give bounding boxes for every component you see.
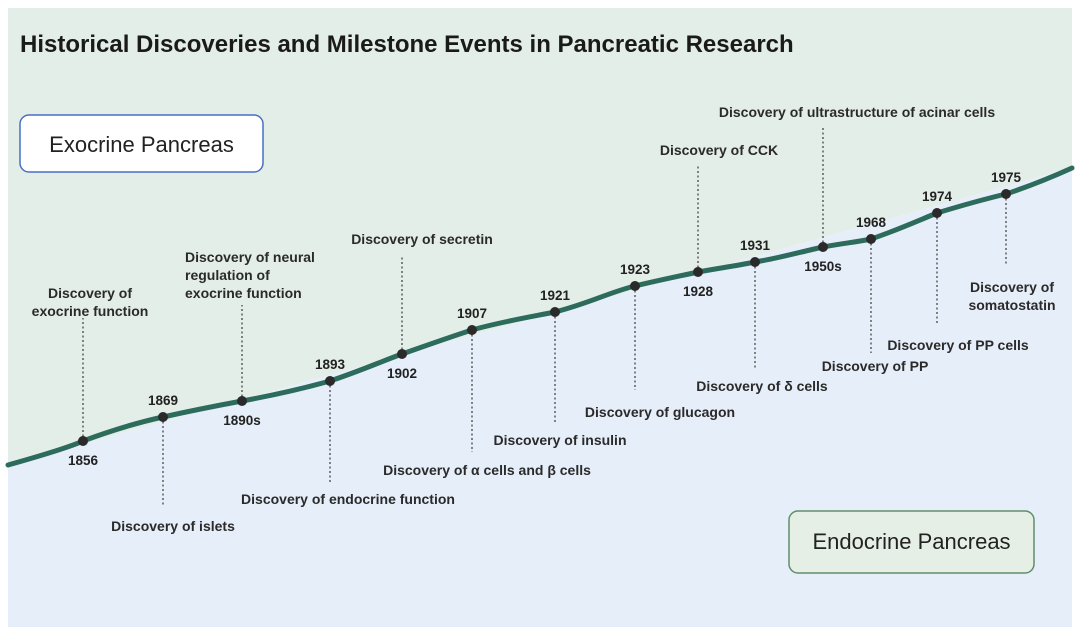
milestone-marker [550,307,560,317]
milestone: 1974 Discovery of PP cells [887,189,1029,353]
milestone-marker [467,325,477,335]
milestone-event: Discovery of CCK [660,142,778,158]
milestone: 1869 Discovery of islets [111,393,235,534]
milestone-year: 1907 [457,306,487,321]
milestone-year: 1893 [315,357,346,372]
milestone-year: 1975 [991,170,1022,185]
milestone: 1931 Discovery of δ cells [696,238,828,394]
milestone: 1928 Discovery of CCK [660,142,778,299]
milestone-event: Discovery of PP cells [887,337,1029,353]
milestone-marker [78,436,88,446]
milestone: 1950s Discovery of ultrastructure of acin… [719,104,995,274]
milestone: 1890s Discovery of neural regulation of exo… [185,249,315,428]
milestone-event: Discovery of somatostatin [968,279,1055,313]
milestone-event: Discovery of glucagon [585,404,735,420]
milestone-marker [818,242,828,252]
milestone-marker [397,349,407,359]
milestone-marker [1001,189,1011,199]
milestone: 1856 Discovery of exocrine function [32,285,149,468]
milestone: 1923 Discovery of glucagon [585,262,735,420]
milestone-year: 1923 [620,262,651,277]
milestone: 1921 Discovery of insulin [493,288,626,448]
milestone-year: 1928 [683,284,714,299]
endocrine-pancreas-box: Endocrine Pancreas [788,510,1035,574]
milestone-marker [866,234,876,244]
milestone-event: Discovery of exocrine function [32,285,149,319]
milestone-marker [693,267,703,277]
milestone-event: Discovery of neural regulation of exocrine… [185,249,315,301]
milestone-marker [750,257,760,267]
milestone-year: 1856 [68,453,99,468]
milestone-year: 1921 [540,288,571,303]
milestone-year: 1890s [223,413,261,428]
milestone-marker [158,412,168,422]
milestone: 1893 Discovery of endocrine function [241,357,455,507]
milestone-year: 1869 [148,393,178,408]
exocrine-pancreas-label: Exocrine Pancreas [49,132,234,157]
exocrine-pancreas-box: Exocrine Pancreas [19,114,264,173]
milestone-year: 1931 [740,238,771,253]
milestone: 1968 Discovery of PP [822,215,929,374]
milestone-year: 1950s [804,259,842,274]
milestone: 1975 Discovery of somatostatin [968,170,1055,313]
milestone-event: Discovery of α cells and β cells [383,462,591,478]
timeline-line [5,165,1075,468]
milestone-event: Discovery of islets [111,518,235,534]
milestone-marker [932,208,942,218]
milestone-event: Discovery of secretin [351,231,493,247]
milestone-year: 1968 [856,215,887,230]
milestone-year: 1902 [387,366,417,381]
exocrine-region [8,8,1072,465]
milestone-marker [325,376,335,386]
milestone-event: Discovery of δ cells [696,378,828,394]
milestone: 1907 Discovery of α cells and β cells [383,306,591,478]
milestone-event: Discovery of PP [822,358,929,374]
milestone-marker [630,281,640,291]
milestone-event: Discovery of ultrastructure of acinar ce… [719,104,995,120]
milestone: 1902 Discovery of secretin [351,231,493,381]
milestones: 1856 Discovery of exocrine function 1869 Dis… [32,104,1056,534]
diagram-title: Historical Discoveries and Milestone Eve… [20,31,794,58]
milestone-marker [237,396,247,406]
milestone-year: 1974 [922,189,953,204]
endocrine-pancreas-label: Endocrine Pancreas [812,529,1010,554]
milestone-event: Discovery of insulin [493,432,626,448]
milestone-event: Discovery of endocrine function [241,491,455,507]
